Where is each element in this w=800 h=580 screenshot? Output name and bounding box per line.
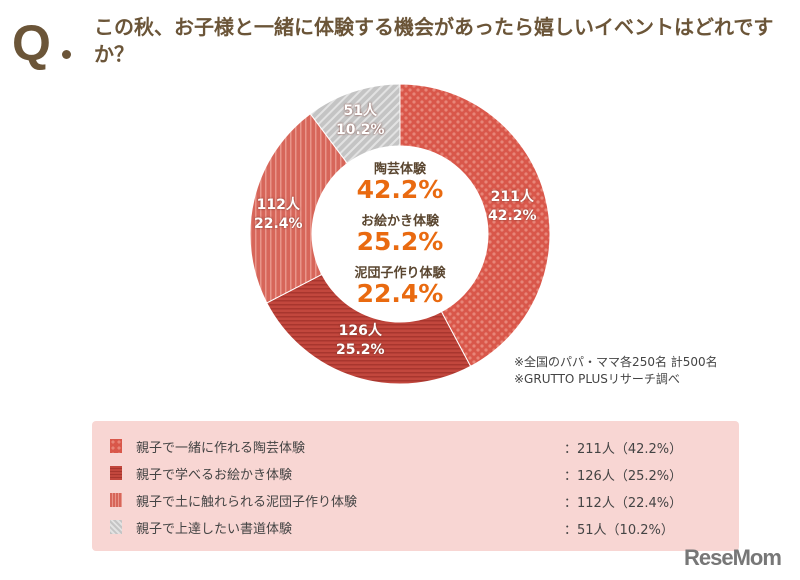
slice-count: 51人 [343,103,378,119]
question-title: この秋、お子様と一緒に体験する機会があったら嬉しいイベントはどれですか？ [94,15,774,66]
legend-label: 親子で一緒に作れる陶芸体験 [136,440,306,456]
center-value: 42.2% [356,175,444,204]
q-mark: Q [12,15,51,71]
slice-label-3: 51人 10.2% [336,102,385,140]
legend-value: ：51人（10.2%） [564,523,674,538]
center-value: 25.2% [356,227,444,256]
legend-item: 親子で上達したい書道体験 [110,517,292,537]
slice-count: 126人 [338,323,382,339]
slice-label-2: 112人 22.4% [254,196,303,234]
donut-hole [312,146,488,322]
legend-item: 親子で一緒に作れる陶芸体験 [110,436,305,456]
center-name: 陶芸体験 [373,162,426,177]
slice-pct: 22.4% [254,216,303,232]
donut-chart [249,83,551,385]
legend-item: 親子で学べるお絵かき体験 [110,463,292,483]
legend-value: ：112人（22.4%） [564,496,683,511]
hstripe-swatch-icon [110,466,122,480]
note-sample: ※全国のパパ・ママ各250名 計500名 [514,355,718,369]
vstripe-swatch-icon [110,493,122,507]
source-notes: ※全国のパパ・ママ各250名 計500名 ※GRUTTO PLUSリサーチ調べ [514,354,718,388]
legend-label: 親子で学べるお絵かき体験 [136,467,293,483]
center-item-1: お絵かき体験 25.2% [320,210,480,255]
slice-pct: 42.2% [488,208,537,224]
donut-slice-3 [309,83,401,165]
legend: 親子で一緒に作れる陶芸体験 ：211人（42.2%） 親子で学べるお絵かき体験 … [92,421,739,551]
legend-label: 親子で上達したい書道体験 [136,521,293,537]
center-name: 泥団子作り体験 [354,266,446,281]
center-item-0: 陶芸体験 42.2% [320,158,480,203]
slice-count: 211人 [490,189,534,205]
slice-label-0: 211人 42.2% [488,188,537,226]
resemom-logo: ReseMom [684,545,782,570]
slice-count: 112人 [256,197,300,213]
legend-item: 親子で土に触れられる泥団子作り体験 [110,490,357,510]
slice-pct: 10.2% [336,122,385,138]
legend-value: ：126人（25.2%） [564,469,683,484]
note-source: ※GRUTTO PLUSリサーチ調べ [514,372,680,386]
donut-slice-1 [266,273,472,385]
diagonal-swatch-icon [110,520,122,534]
center-item-2: 泥団子作り体験 22.4% [320,262,480,307]
slice-label-1: 126人 25.2% [336,322,385,360]
dots-swatch-icon [110,439,122,453]
center-value: 22.4% [356,279,444,308]
legend-value: ：211人（42.2%） [564,442,683,457]
legend-label: 親子で土に触れられる泥団子作り体験 [136,494,358,510]
center-name: お絵かき体験 [360,214,439,229]
q-dot [62,50,71,59]
slice-pct: 25.2% [336,342,385,358]
